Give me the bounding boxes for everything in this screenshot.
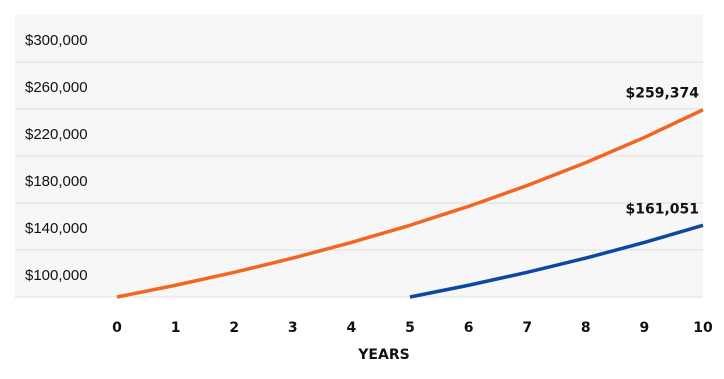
x-tick-label: 1 <box>171 320 181 336</box>
x-tick-label: 7 <box>522 320 532 336</box>
x-tick-label: 2 <box>229 320 239 336</box>
x-tick-label: 4 <box>347 320 357 336</box>
x-axis-label: YEARS <box>357 347 409 363</box>
x-tick-label: 6 <box>464 320 474 336</box>
y-tick-label: $100,000 <box>25 267 88 284</box>
x-tick-label: 5 <box>405 320 415 336</box>
y-tick-label: $140,000 <box>25 220 88 237</box>
line-series <box>116 108 704 299</box>
x-tick-label: 3 <box>288 320 298 336</box>
x-tick-label: 0 <box>112 320 122 336</box>
y-tick-label: $260,000 <box>25 79 88 96</box>
x-tick-label: 9 <box>640 320 650 336</box>
y-tick-label: $300,000 <box>25 32 88 49</box>
value-label: $161,051 <box>625 201 699 217</box>
x-tick-label: 10 <box>693 320 713 336</box>
value-label: $259,374 <box>625 86 699 102</box>
x-tick-label: 8 <box>581 320 591 336</box>
y-tick-label: $180,000 <box>25 173 88 190</box>
y-tick-label: $220,000 <box>25 126 88 143</box>
line-series <box>409 223 704 299</box>
